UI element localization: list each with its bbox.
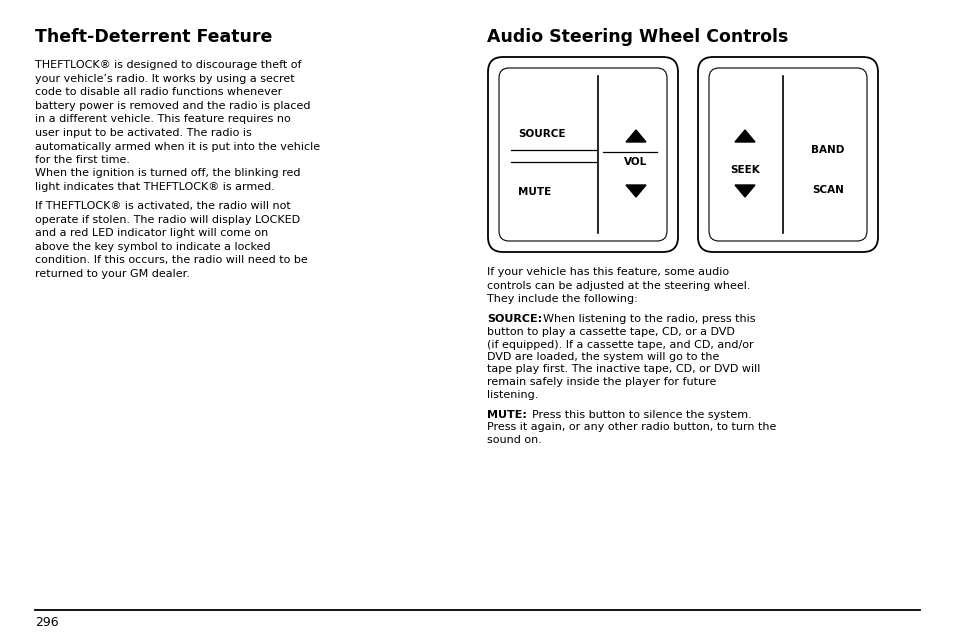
FancyBboxPatch shape	[488, 57, 678, 252]
Text: Audio Steering Wheel Controls: Audio Steering Wheel Controls	[486, 28, 787, 46]
Text: THEFTLOCK® is designed to discourage theft of
your vehicle’s radio. It works by : THEFTLOCK® is designed to discourage the…	[35, 60, 320, 165]
Text: Press this button to silence the system.: Press this button to silence the system.	[532, 410, 751, 420]
Text: SOURCE:: SOURCE:	[486, 314, 541, 324]
Text: When the ignition is turned off, the blinking red
light indicates that THEFTLOCK: When the ignition is turned off, the bli…	[35, 168, 300, 191]
Text: SEEK: SEEK	[729, 165, 760, 175]
Text: Theft-Deterrent Feature: Theft-Deterrent Feature	[35, 28, 273, 46]
Text: BAND: BAND	[810, 145, 843, 155]
Text: sound on.: sound on.	[486, 435, 541, 445]
Polygon shape	[734, 130, 754, 142]
FancyBboxPatch shape	[698, 57, 877, 252]
Text: MUTE: MUTE	[517, 187, 551, 197]
FancyBboxPatch shape	[708, 68, 866, 241]
Text: remain safely inside the player for future: remain safely inside the player for futu…	[486, 377, 716, 387]
Polygon shape	[625, 130, 645, 142]
Text: DVD are loaded, the system will go to the: DVD are loaded, the system will go to th…	[486, 352, 719, 362]
Text: tape play first. The inactive tape, CD, or DVD will: tape play first. The inactive tape, CD, …	[486, 364, 760, 375]
FancyBboxPatch shape	[498, 68, 666, 241]
Text: When listening to the radio, press this: When listening to the radio, press this	[542, 314, 755, 324]
Text: listening.: listening.	[486, 389, 537, 399]
Text: VOL: VOL	[623, 157, 647, 167]
Bar	[702, 62, 872, 247]
Bar	[493, 62, 672, 247]
Text: SOURCE: SOURCE	[517, 129, 565, 139]
Text: button to play a cassette tape, CD, or a DVD: button to play a cassette tape, CD, or a…	[486, 327, 734, 337]
Text: If your vehicle has this feature, some audio
controls can be adjusted at the ste: If your vehicle has this feature, some a…	[486, 267, 750, 304]
Text: Press it again, or any other radio button, to turn the: Press it again, or any other radio butto…	[486, 422, 776, 432]
Text: 296: 296	[35, 616, 58, 629]
Text: SCAN: SCAN	[811, 185, 843, 195]
Polygon shape	[625, 185, 645, 197]
Polygon shape	[734, 185, 754, 197]
Text: (if equipped). If a cassette tape, and CD, and/or: (if equipped). If a cassette tape, and C…	[486, 340, 753, 350]
Text: If THEFTLOCK® is activated, the radio will not
operate if stolen. The radio will: If THEFTLOCK® is activated, the radio wi…	[35, 201, 308, 279]
Text: MUTE:: MUTE:	[486, 410, 526, 420]
